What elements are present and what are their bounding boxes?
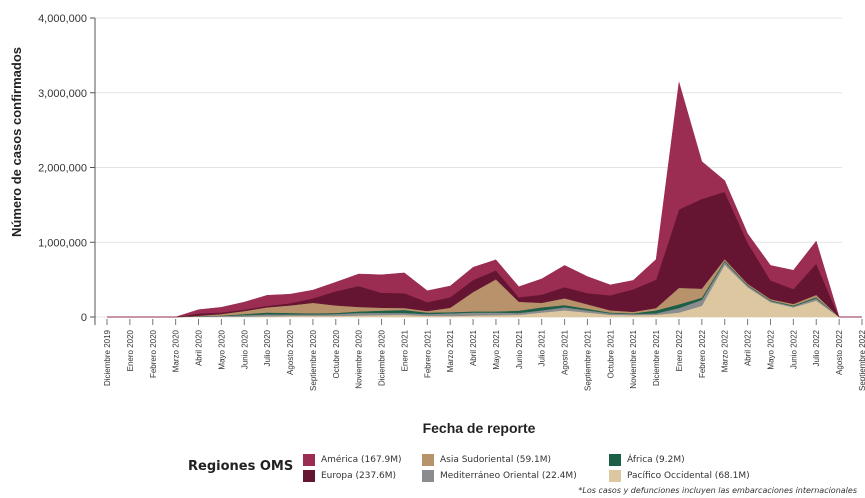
legend-item-pacifico-occidental: Pacífico Occidental (68.1M): [609, 470, 750, 482]
legend-item-america: América (167.9M): [303, 454, 402, 466]
legend-label: Pacífico Occidental (68.1M): [627, 471, 750, 481]
x-tick-label: Diciembre 2021: [652, 329, 661, 386]
x-tick-label: Julio 2022: [812, 329, 821, 366]
legend-item-africa: África (9.2M): [609, 454, 685, 466]
x-tick-label: Septiembre 2020: [309, 329, 318, 390]
x-tick-label: Marzo 2020: [172, 329, 181, 372]
x-tick-label: Octubre 2021: [606, 329, 615, 378]
stacked-areas: [107, 82, 862, 318]
x-tick-label: Octubre 2020: [332, 329, 341, 378]
legend-swatch: [303, 470, 315, 482]
legend-title: Regiones OMS: [188, 459, 294, 474]
y-axis-label: Número de casos confirmados: [9, 47, 24, 237]
x-tick-label: Agosto 2022: [835, 329, 844, 374]
x-axis-label: Fecha de reporte: [423, 420, 536, 436]
legend-swatch: [609, 470, 621, 482]
x-tick-label: Marzo 2022: [721, 329, 730, 372]
legend-item-europa: Europa (237.6M): [303, 470, 396, 482]
y-tick-label: 3,000,000: [38, 88, 87, 100]
legend-label: Europa (237.6M): [321, 471, 397, 481]
y-tick-label: 4,000,000: [38, 13, 87, 25]
x-tick-label: Septiembre 2022: [858, 329, 865, 390]
x-tick-label: Enero 2021: [400, 329, 409, 371]
x-tick-label: Septiembre 2021: [584, 329, 593, 390]
x-tick-label: Noviembre 2021: [629, 329, 638, 388]
x-tick-label: Junio 2021: [515, 329, 524, 369]
legend-swatch: [422, 454, 434, 466]
x-tick-label: Julio 2021: [538, 329, 547, 366]
x-tick-label: Agosto 2020: [286, 329, 295, 374]
x-tick-label: Enero 2022: [675, 329, 684, 371]
legend-swatch: [609, 454, 621, 466]
x-tick-label: Enero 2020: [126, 329, 135, 371]
x-tick-label: Mayo 2020: [217, 329, 226, 369]
legend-item-asia-sudoriental: Asia Sudoriental (59.1M): [422, 454, 551, 466]
x-tick-label: Febrero 2021: [423, 329, 432, 378]
x-tick-label: Abril 2022: [744, 329, 753, 366]
legend-swatch: [303, 454, 315, 466]
x-tick-label: Junio 2020: [240, 329, 249, 369]
y-tick-label: 0: [81, 312, 87, 324]
legend-label: África (9.2M): [627, 455, 685, 465]
legend-swatch: [422, 470, 434, 482]
x-tick-label: Diciembre 2019: [103, 329, 112, 386]
x-tick-label: Febrero 2022: [698, 329, 707, 378]
x-tick-label: Junio 2022: [789, 329, 798, 369]
x-tick-label: Mayo 2021: [492, 329, 501, 369]
legend-label: Asia Sudoriental (59.1M): [440, 455, 552, 465]
x-tick-label: Febrero 2020: [149, 329, 158, 378]
footnote: *Los casos y defunciones incluyen las em…: [578, 486, 857, 495]
x-tick-label: Julio 2020: [263, 329, 272, 366]
x-tick-label: Agosto 2021: [561, 329, 570, 374]
legend-item-mediterraneo-oriental: Mediterráneo Oriental (22.4M): [422, 470, 577, 482]
x-tick-label: Diciembre 2020: [378, 329, 387, 386]
legend: Regiones OMS América (167.9M) Europa (237…: [188, 450, 838, 490]
y-tick-labels: 0 1,000,000 2,000,000 3,000,000 4,000,000: [38, 13, 87, 324]
x-tick-label: Marzo 2021: [446, 329, 455, 372]
x-tick-label: Abril 2020: [195, 329, 204, 366]
axes: [90, 17, 863, 325]
y-tick-label: 2,000,000: [38, 163, 87, 175]
x-tick-label: Mayo 2022: [767, 329, 776, 369]
x-tick-label: Abril 2021: [469, 329, 478, 366]
series-area-america: [107, 82, 862, 318]
x-tick-labels: Diciembre 2019 Enero 2020 Febrero 2020 Marz…: [103, 329, 865, 390]
y-tick-label: 1,000,000: [38, 237, 87, 249]
x-tick-label: Noviembre 2020: [355, 329, 364, 388]
legend-label: Mediterráneo Oriental (22.4M): [440, 471, 577, 481]
legend-label: América (167.9M): [321, 455, 402, 465]
